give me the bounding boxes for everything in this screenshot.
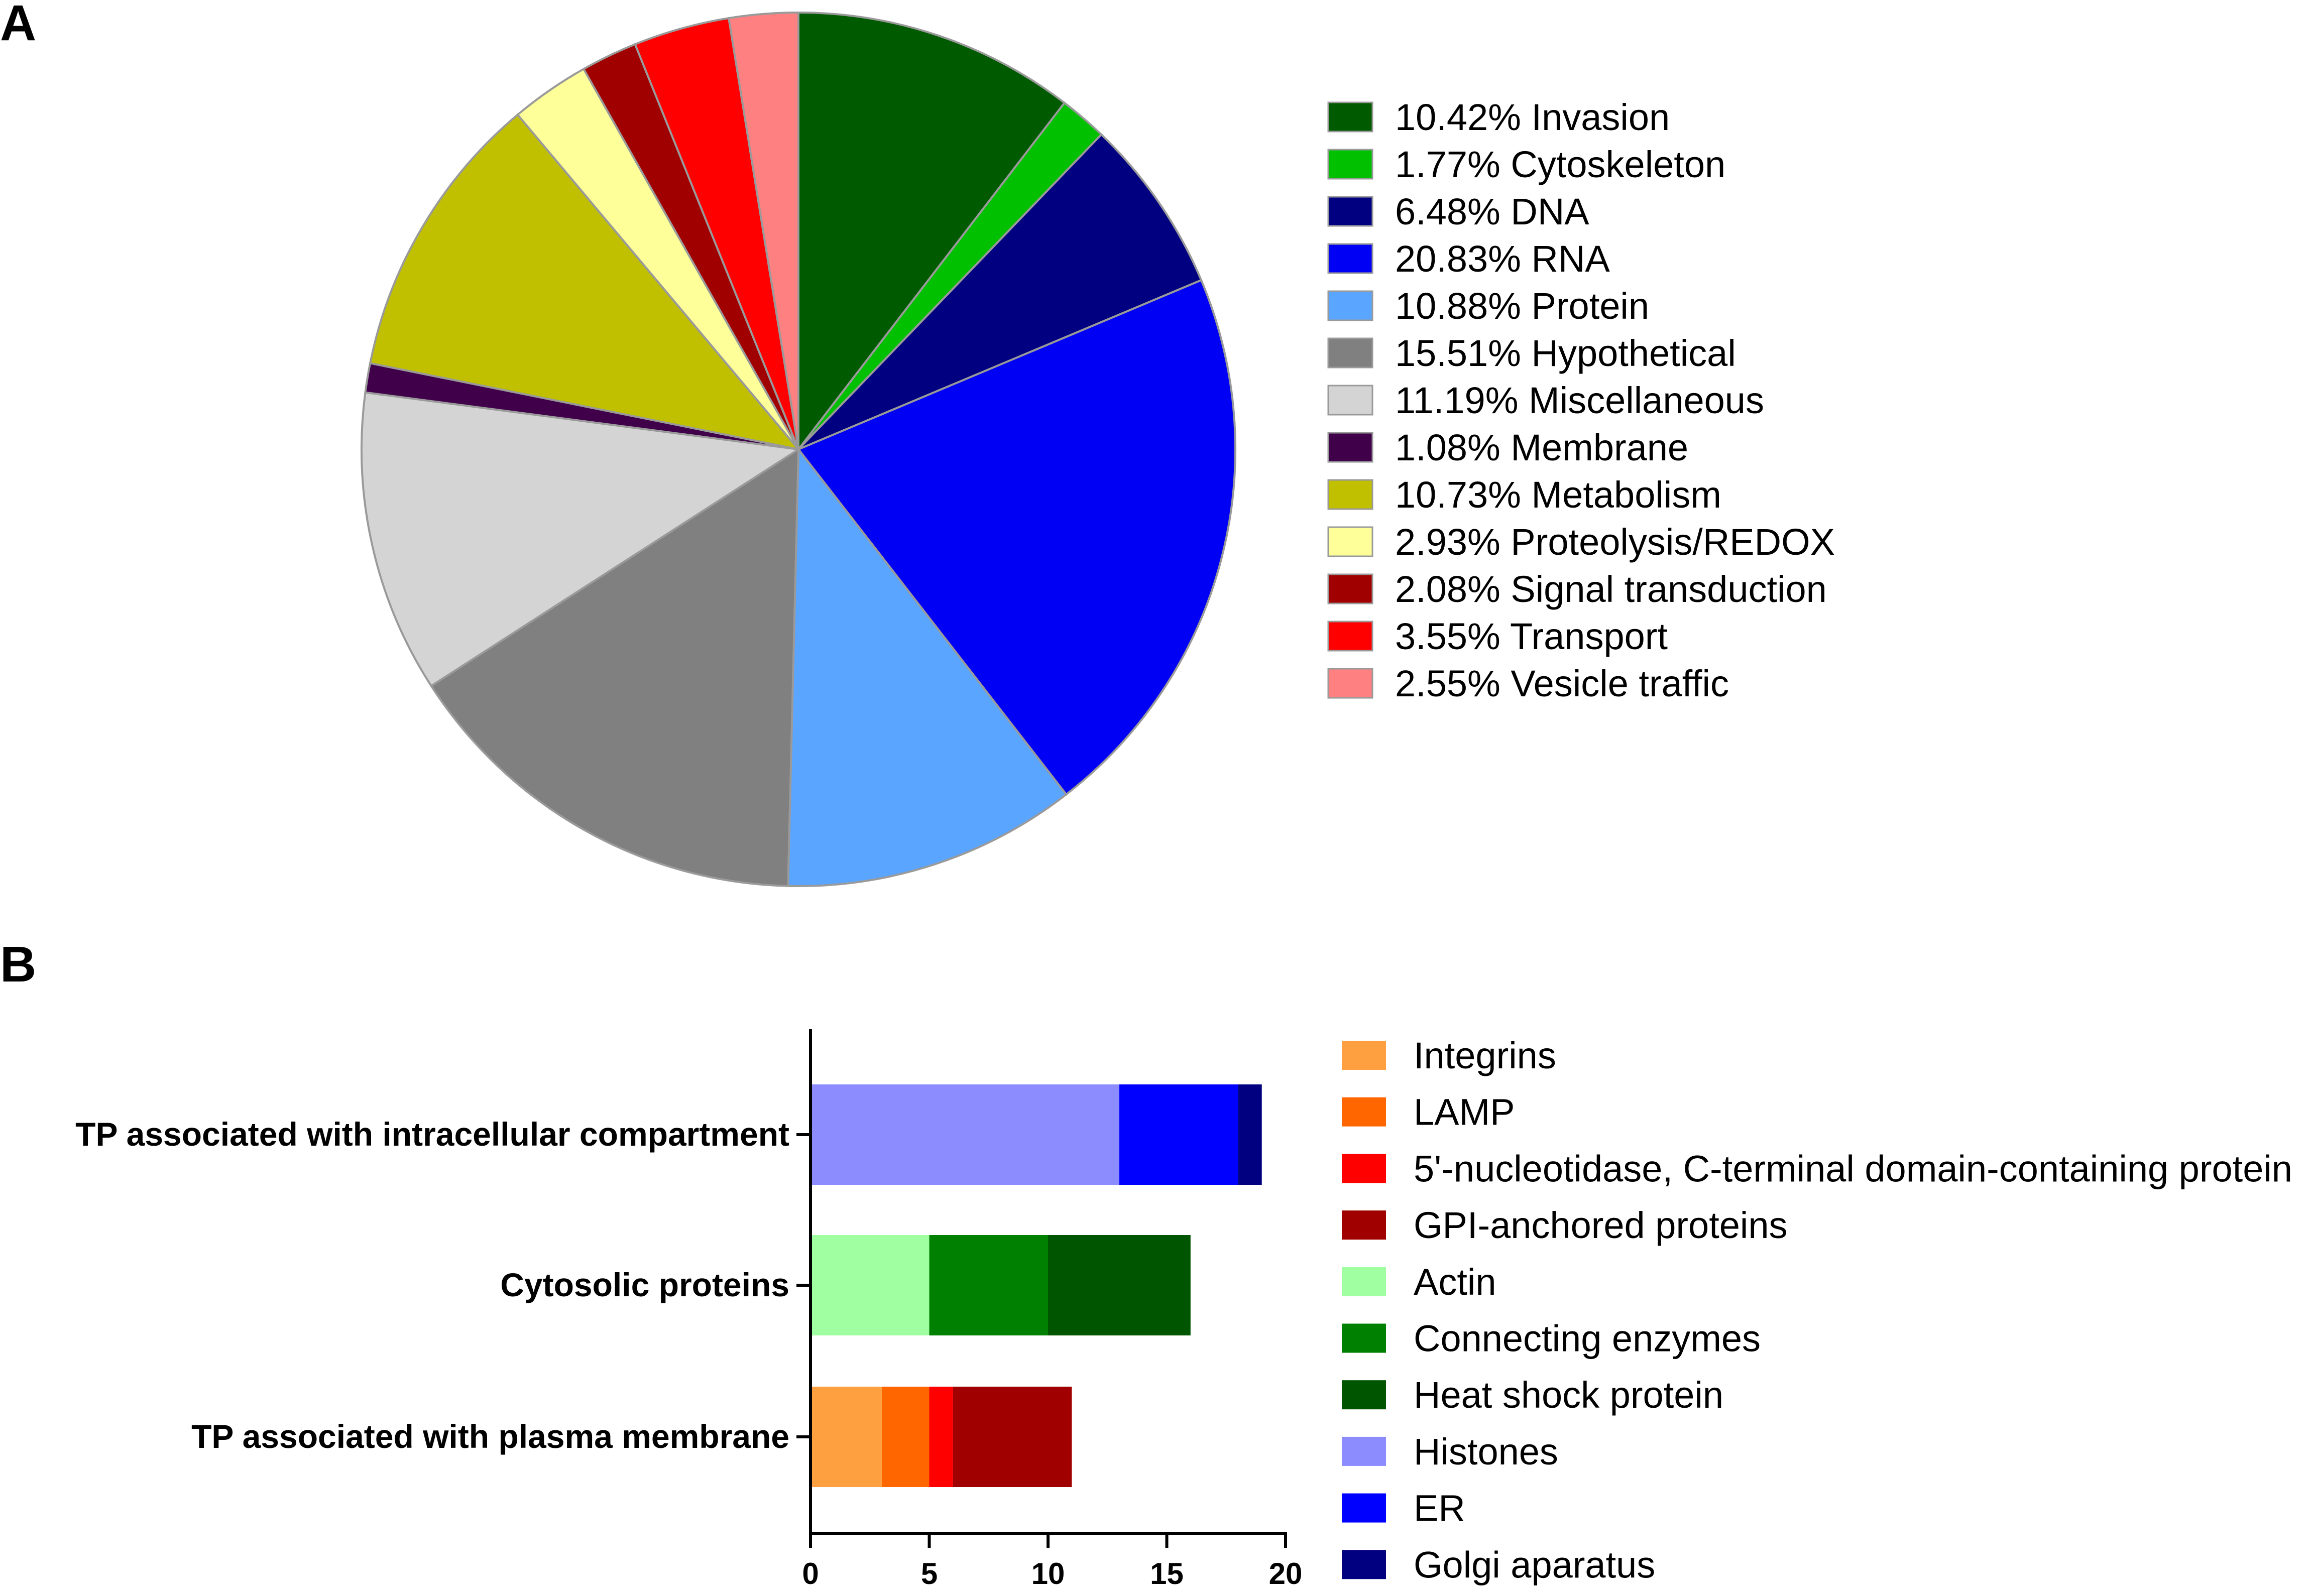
pie-legend-label-signal-transduction: 2.08% Signal transduction (1395, 568, 1827, 610)
pie-slice-dna (797, 133, 1203, 450)
bar-legend-label-connecting-enzymes: Connecting enzymes (1414, 1318, 1761, 1360)
pie-slice-vesicle-traffic (727, 11, 799, 450)
bar-legend: Integrins LAMP 5'-nucleotidase, C-terminal… (1342, 1035, 2292, 1585)
pie-legend-label-invasion: 10.42% Invasion (1395, 96, 1670, 138)
bar-tp-associated-with-plasma-membrane-integrins (811, 1387, 882, 1487)
x-tick-label-0: 0 (802, 1557, 819, 1590)
pie-legend-swatch-cytoskeleton (1327, 149, 1373, 180)
pie-legend-swatch-transport (1327, 621, 1373, 652)
bar-tp-associated-with-plasma-membrane-lamp (881, 1387, 930, 1487)
bar-cytosolic-proteins-connecting-enzymes (929, 1235, 1048, 1335)
pie-slice-hypothetical (429, 447, 800, 887)
category-label-tp-associated-with-plasma-membrane: TP associated with plasma membrane (191, 1418, 789, 1455)
category-label-tp-associated-with-intracellular-compartment: TP associated with intracellular compart… (75, 1116, 789, 1153)
bar-tp-associated-with-intracellular-compartment-er (1119, 1084, 1238, 1185)
bar-legend-swatch-histones (1342, 1436, 1386, 1466)
pie-slice-miscellaneous (361, 391, 801, 688)
pie-legend-swatch-hypothetical (1327, 337, 1373, 369)
pie-legend-label-rna: 20.83% RNA (1395, 238, 1610, 280)
pie-legend-swatch-vesicle-traffic (1327, 668, 1373, 699)
bar-legend-label-histones: Histones (1414, 1431, 1558, 1472)
x-tick-label-20: 20 (1269, 1557, 1303, 1590)
pie-legend-label-dna: 6.48% DNA (1395, 191, 1589, 232)
pie-legend-label-membrane: 1.08% Membrane (1395, 427, 1688, 468)
pie-legend-swatch-proteolysis-redox (1327, 526, 1373, 557)
pie-legend: 10.42% Invasion 1.77% Cytoskeleton 6.48% D… (1327, 96, 1835, 704)
bar-legend-label-gpi-anchored-proteins: GPI-anchored proteins (1414, 1204, 1788, 1246)
bar-category-labels: TP associated with intracellular compart… (75, 1116, 789, 1455)
pie-legend-swatch-invasion (1327, 101, 1373, 133)
pie-slice-invasion (797, 11, 1066, 452)
bar-legend-swatch-actin (1342, 1267, 1386, 1296)
bar-tp-associated-with-plasma-membrane-5-nucleotidase-c-terminal-domain-containing-protein (929, 1387, 953, 1487)
bar-legend-swatch-5-nucleotidase-c-terminal-domain-containing-protein (1342, 1154, 1386, 1183)
pie-legend-swatch-protein (1327, 290, 1373, 321)
panel-a-letter: A (0, 0, 36, 51)
bar-legend-swatch-lamp (1342, 1097, 1386, 1127)
pie-legend-swatch-membrane (1327, 432, 1373, 463)
pie-legend-swatch-rna (1327, 243, 1373, 274)
pie-legend-swatch-metabolism (1327, 479, 1373, 510)
pie-legend-label-transport: 3.55% Transport (1395, 616, 1668, 657)
x-tick-label-5: 5 (921, 1557, 938, 1590)
pie-legend-swatch-dna (1327, 196, 1373, 227)
x-tick-label-15: 15 (1150, 1557, 1184, 1590)
category-label-cytosolic-proteins: Cytosolic proteins (500, 1266, 789, 1303)
bar-legend-label-er: ER (1414, 1488, 1465, 1529)
bar-legend-label-heat-shock-protein: Heat shock protein (1414, 1374, 1723, 1416)
pie-legend-swatch-miscellaneous (1327, 385, 1373, 416)
pie-slice-metabolism (369, 113, 801, 451)
pie-legend-label-miscellaneous: 11.19% Miscellaneous (1395, 380, 1764, 421)
x-tick-label-10: 10 (1031, 1557, 1065, 1590)
pie-legend-label-metabolism: 10.73% Metabolism (1395, 474, 1721, 516)
bar-legend-label-lamp: LAMP (1414, 1091, 1515, 1133)
bar-cytosolic-proteins-actin (811, 1235, 930, 1335)
bar-legend-label-integrins: Integrins (1414, 1035, 1556, 1076)
bar-legend-swatch-heat-shock-protein (1342, 1380, 1386, 1410)
pie-legend-swatch-signal-transduction (1327, 573, 1373, 604)
bar-legend-swatch-er (1342, 1493, 1386, 1523)
pie-legend-label-proteolysis-redox: 2.93% Proteolysis/REDOX (1395, 521, 1835, 563)
bar-chart: TP associated with intracellular compart… (75, 1029, 2292, 1590)
bar-legend-swatch-connecting-enzymes (1342, 1323, 1386, 1353)
pie-chart: 10.42% Invasion 1.77% Cytoskeleton 6.48% D… (361, 11, 1835, 887)
bar-legend-label-actin: Actin (1414, 1261, 1496, 1303)
bar-legend-swatch-golgi-aparatus (1342, 1550, 1386, 1579)
bar-legend-label-golgi-aparatus: Golgi aparatus (1414, 1544, 1655, 1585)
bar-legend-label-5-nucleotidase-c-terminal-domain-containing-protein: 5'-nucleotidase, C-terminal domain-conta… (1414, 1148, 2292, 1189)
pie-slice-protein (787, 446, 1068, 887)
pie-legend-label-protein: 10.88% Protein (1395, 285, 1649, 327)
pie-legend-label-cytoskeleton: 1.77% Cytoskeleton (1395, 144, 1725, 185)
bar-x-ticks: 0 5 10 15 20 (802, 1557, 1302, 1590)
panel-b-letter: B (0, 936, 36, 993)
pie-slices (361, 11, 1236, 887)
bar-rects (811, 1084, 1262, 1487)
bar-legend-swatch-integrins (1342, 1041, 1386, 1070)
bar-tp-associated-with-intracellular-compartment-histones (811, 1084, 1119, 1185)
bar-cytosolic-proteins-heat-shock-protein (1048, 1235, 1191, 1335)
pie-slice-rna (796, 279, 1236, 796)
pie-legend-label-hypothetical: 15.51% Hypothetical (1395, 332, 1736, 374)
bar-tp-associated-with-plasma-membrane-gpi-anchored-proteins (953, 1387, 1072, 1487)
bar-axes (796, 1029, 1287, 1548)
bar-legend-swatch-gpi-anchored-proteins (1342, 1210, 1386, 1240)
bar-tp-associated-with-intracellular-compartment-golgi-aparatus (1238, 1084, 1262, 1185)
pie-legend-label-vesicle-traffic: 2.55% Vesicle traffic (1395, 663, 1729, 704)
